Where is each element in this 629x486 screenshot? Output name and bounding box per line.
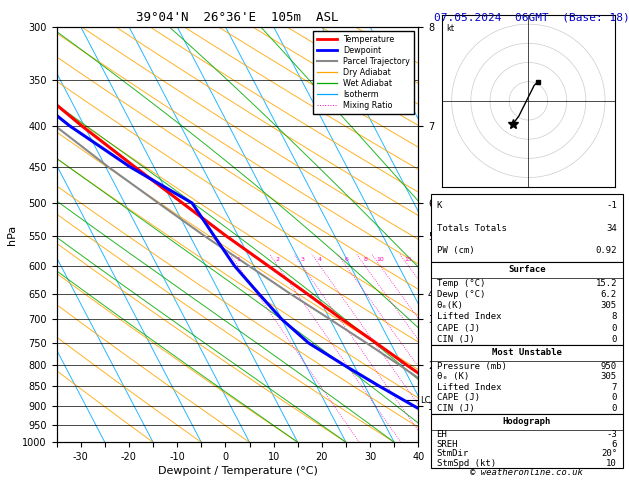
Text: K: K: [437, 201, 442, 210]
Text: kt: kt: [446, 24, 454, 33]
Text: Most Unstable: Most Unstable: [492, 348, 562, 357]
Text: 20°: 20°: [601, 449, 617, 458]
Text: CAPE (J): CAPE (J): [437, 393, 480, 402]
Text: 6: 6: [611, 439, 617, 449]
Text: Totals Totals: Totals Totals: [437, 224, 506, 233]
Text: StmSpd (kt): StmSpd (kt): [437, 459, 496, 468]
Text: Lifted Index: Lifted Index: [437, 383, 501, 392]
Text: 0: 0: [611, 393, 617, 402]
Text: Surface: Surface: [508, 265, 545, 274]
Text: CAPE (J): CAPE (J): [437, 324, 480, 332]
Text: 950: 950: [601, 362, 617, 370]
Text: CIN (J): CIN (J): [437, 335, 474, 344]
Legend: Temperature, Dewpoint, Parcel Trajectory, Dry Adiabat, Wet Adiabat, Isotherm, Mi: Temperature, Dewpoint, Parcel Trajectory…: [313, 31, 415, 114]
Text: 15: 15: [404, 257, 412, 262]
Text: 34: 34: [606, 224, 617, 233]
Text: 6.2: 6.2: [601, 290, 617, 299]
Text: 0: 0: [611, 404, 617, 413]
Title: 39°04'N  26°36'E  105m  ASL: 39°04'N 26°36'E 105m ASL: [136, 11, 338, 24]
Text: θₑ (K): θₑ (K): [437, 372, 469, 381]
Text: 6: 6: [344, 257, 348, 262]
Text: 305: 305: [601, 301, 617, 310]
Text: 0: 0: [611, 335, 617, 344]
Text: 1: 1: [236, 257, 240, 262]
Bar: [431, 345, 623, 414]
Text: Mixing Ratio (g/kg): Mixing Ratio (g/kg): [465, 228, 474, 308]
Text: 10: 10: [376, 257, 384, 262]
Text: SREH: SREH: [437, 439, 458, 449]
Text: 3: 3: [300, 257, 304, 262]
X-axis label: Dewpoint / Temperature (°C): Dewpoint / Temperature (°C): [157, 466, 318, 476]
Text: CIN (J): CIN (J): [437, 404, 474, 413]
Text: PW (cm): PW (cm): [437, 246, 474, 255]
Text: 8: 8: [363, 257, 367, 262]
Text: 0.92: 0.92: [596, 246, 617, 255]
Text: -1: -1: [606, 201, 617, 210]
Text: Dewp (°C): Dewp (°C): [437, 290, 485, 299]
Bar: [431, 414, 623, 468]
Text: 8: 8: [611, 312, 617, 321]
Text: -3: -3: [606, 430, 617, 439]
Text: 0: 0: [611, 324, 617, 332]
Text: 4: 4: [318, 257, 322, 262]
Text: Pressure (mb): Pressure (mb): [437, 362, 506, 370]
Text: 07.05.2024  06GMT  (Base: 18): 07.05.2024 06GMT (Base: 18): [433, 12, 629, 22]
Text: StmDir: StmDir: [437, 449, 469, 458]
Text: Hodograph: Hodograph: [503, 417, 551, 426]
Bar: [431, 194, 623, 262]
Text: Temp (°C): Temp (°C): [437, 278, 485, 288]
Text: 15.2: 15.2: [596, 278, 617, 288]
Text: © weatheronline.co.uk: © weatheronline.co.uk: [470, 468, 583, 477]
Text: 2: 2: [276, 257, 280, 262]
Text: LCL: LCL: [420, 396, 435, 405]
Text: 10: 10: [606, 459, 617, 468]
Text: θₑ(K): θₑ(K): [437, 301, 464, 310]
Y-axis label: hPa: hPa: [7, 225, 17, 244]
Bar: [431, 262, 623, 345]
Text: 305: 305: [601, 372, 617, 381]
Y-axis label: km
ASL: km ASL: [453, 224, 471, 245]
Text: EH: EH: [437, 430, 447, 439]
Text: Lifted Index: Lifted Index: [437, 312, 501, 321]
Text: 7: 7: [611, 383, 617, 392]
